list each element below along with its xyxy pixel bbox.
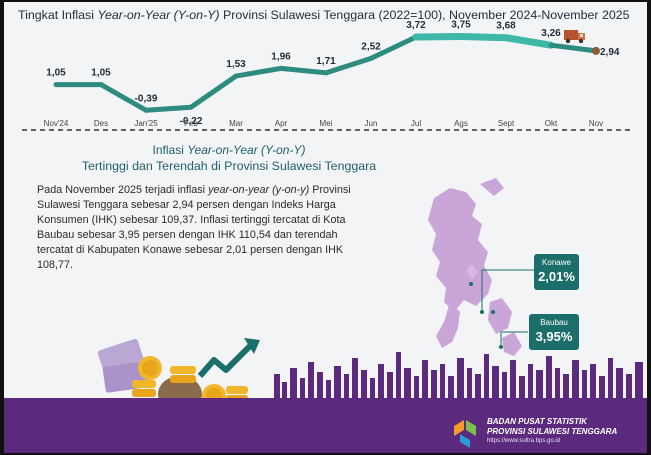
callout-baubau: Baubau 3,95% bbox=[529, 314, 579, 350]
series-line-segment bbox=[368, 34, 419, 61]
x-tick-label: Sept bbox=[498, 119, 515, 128]
province-map bbox=[428, 178, 534, 356]
series-line-segment bbox=[412, 32, 465, 41]
data-label: 1,05 bbox=[46, 68, 66, 79]
data-label: 3,75 bbox=[451, 19, 471, 30]
series-line-segment bbox=[188, 73, 239, 110]
series-line-segment bbox=[502, 34, 555, 49]
data-label: 3,72 bbox=[406, 20, 426, 31]
data-label: 1,71 bbox=[316, 56, 336, 67]
data-label: 1,96 bbox=[271, 51, 291, 62]
data-label: 1,05 bbox=[91, 68, 111, 79]
data-point-last bbox=[592, 46, 600, 55]
x-tick-label: Jun bbox=[365, 119, 378, 128]
x-tick-label: Mei bbox=[320, 119, 333, 128]
series-line-segment bbox=[98, 82, 149, 113]
infographic-page: Tingkat Inflasi Year-on-Year (Y-on-Y) Pr… bbox=[4, 2, 647, 453]
callout-konawe: Konawe 2,01% bbox=[534, 254, 579, 290]
data-label: 2,52 bbox=[361, 41, 381, 52]
x-tick-label: Nov'24 bbox=[44, 119, 69, 128]
x-tick-label: Okt bbox=[545, 119, 558, 128]
x-tick-label: Apr bbox=[275, 119, 288, 128]
data-label: 3,68 bbox=[496, 21, 516, 32]
series-line-segment bbox=[548, 42, 599, 54]
data-label: 3,26 bbox=[541, 28, 561, 39]
x-tick-label: Nov bbox=[589, 119, 603, 128]
data-label: -0,39 bbox=[135, 93, 158, 104]
data-label: -0,22 bbox=[180, 116, 203, 127]
city-skyline bbox=[274, 352, 643, 404]
truck-icon bbox=[564, 30, 585, 44]
series-line-segment bbox=[143, 104, 194, 113]
x-tick-label: Feb bbox=[184, 119, 198, 128]
series-line-segment bbox=[323, 55, 374, 76]
series-line-segment bbox=[233, 65, 284, 79]
x-tick-label: Jan'25 bbox=[134, 119, 158, 128]
trend-arrow-icon bbox=[197, 338, 260, 378]
series-line-segment bbox=[278, 65, 329, 76]
footer-band bbox=[4, 398, 647, 453]
chart-title: Tingkat Inflasi Year-on-Year (Y-on-Y) Pr… bbox=[18, 8, 630, 22]
summary-paragraph: Pada November 2025 terjadi inflasi year-… bbox=[37, 184, 351, 271]
x-tick-label: Jul bbox=[411, 119, 421, 128]
data-label: 2,94 bbox=[600, 47, 620, 58]
series-line-segment bbox=[457, 32, 510, 42]
bps-logo-icon bbox=[454, 420, 476, 448]
agency-url: https://www.sultra.bps.go.id bbox=[487, 438, 561, 444]
agency-name: BADAN PUSAT STATISTIK PROVINSI SULAWESI … bbox=[487, 417, 618, 436]
x-tick-label: Des bbox=[94, 119, 108, 128]
x-tick-label: Ags bbox=[454, 119, 468, 128]
section-title: Inflasi Year-on-Year (Y-on-Y) Tertinggi d… bbox=[81, 143, 377, 173]
x-tick-label: Mar bbox=[229, 119, 243, 128]
data-label: 1,53 bbox=[226, 59, 246, 70]
